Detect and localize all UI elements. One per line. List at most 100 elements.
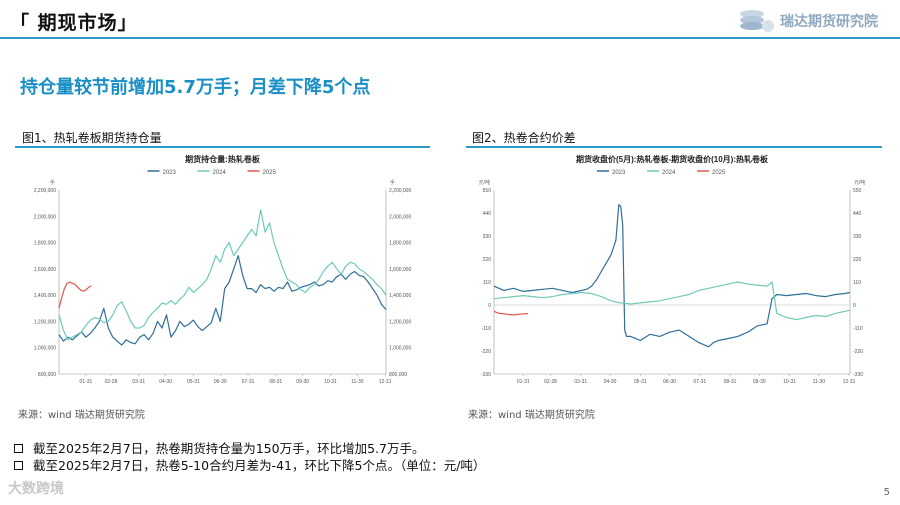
header-divider (0, 37, 900, 39)
legend-label: 2025 (263, 170, 277, 176)
logo-text: 瑞达期货研究院 (780, 14, 878, 30)
figure-2-source: 来源：wind 瑞达期货研究院 (468, 410, 595, 421)
y-tick-label-left: 1,000,000 (34, 346, 56, 352)
y-tick-label-left: 1,800,000 (34, 241, 56, 247)
y-tick-label-left: 1,600,000 (34, 267, 56, 273)
chart-open-interest: 期货持仓量:热轧卷板 2023 2024 2025 手 手 800,000 800,000 1,… (34, 154, 412, 385)
bullet-item: 截至2025年2月7日，热卷期货持仓量为150万手，环比增加5.7万手。 (14, 440, 485, 457)
y-tick-label-right: -110 (853, 326, 863, 332)
y-tick-label-left: -220 (481, 349, 491, 355)
y-tick-label-left: 110 (483, 280, 491, 286)
y-tick-label-left: 2,200,000 (34, 188, 56, 194)
company-logo: 瑞达期货研究院 (730, 6, 895, 36)
x-tick-label: 12-31 (843, 379, 856, 385)
summary-bullets: 截至2025年2月7日，热卷期货持仓量为150万手，环比增加5.7万手。 截至2… (14, 440, 485, 474)
x-tick-label: 04-30 (604, 379, 617, 385)
legend-label: 2023 (163, 170, 177, 176)
y-tick-label-left: 2,000,000 (34, 214, 56, 220)
x-tick-label: 08-31 (269, 379, 282, 385)
y-tick-label-right: 800,000 (389, 372, 407, 378)
figure-1-divider (15, 146, 430, 148)
y-tick-label-left: 1,200,000 (34, 319, 56, 325)
y-tick-label-right: 1,800,000 (389, 241, 411, 247)
y-tick-label-left: 1,400,000 (34, 293, 56, 299)
series-line-2025 (58, 281, 92, 309)
watermark: 大数跨境 (8, 481, 64, 497)
x-tick-label: 06-30 (214, 379, 227, 385)
y-axis-unit-left: 元/吨 (479, 179, 490, 186)
bullet-item: 截至2025年2月7日，热卷5-10合约月差为-41，环比下降5个点。（单位：元… (14, 457, 485, 474)
y-tick-label-right: 220 (853, 257, 862, 263)
x-tick-label: 06-30 (663, 379, 676, 385)
y-tick-label-right: 2,200,000 (389, 188, 411, 194)
logo-icon (740, 10, 774, 32)
x-tick-label: 07-31 (242, 379, 255, 385)
bullet-text: 截至2025年2月7日，热卷期货持仓量为150万手，环比增加5.7万手。 (33, 441, 425, 456)
bullet-text: 截至2025年2月7日，热卷5-10合约月差为-41，环比下降5个点。（单位：元… (33, 458, 486, 473)
page-title: 「 期现市场」 (10, 12, 138, 34)
chart-spread: 期货收盘价(5月):热轧卷板-期货收盘价(10月):热轧卷板 2023 2024 20… (479, 154, 866, 385)
y-tick-label-right: 110 (853, 280, 861, 286)
x-tick-label: 03-31 (574, 379, 587, 385)
x-tick-label: 05-31 (634, 379, 647, 385)
series-line-2025 (493, 310, 529, 316)
y-tick-label-left: -330 (481, 372, 491, 378)
y-axis-unit-left: 手 (50, 179, 55, 186)
page-number: 5 (883, 487, 890, 498)
legend-label: 2024 (213, 170, 227, 176)
y-tick-label-right: 440 (853, 211, 862, 217)
x-tick-label: 10-31 (783, 379, 796, 385)
x-tick-label: 11-30 (813, 379, 826, 385)
chart-title: 期货持仓量:热轧卷板 (185, 154, 261, 164)
figure-2-label: 图2、热卷合约价差 (472, 131, 576, 145)
y-tick-label-left: 330 (483, 234, 492, 240)
legend-label: 2024 (662, 170, 676, 176)
x-tick-label: 09-30 (753, 379, 766, 385)
figure-1-label: 图1、热轧卷板期货持仓量 (22, 131, 162, 145)
y-axis-unit-right: 元/吨 (854, 179, 865, 186)
x-tick-label: 03-31 (132, 379, 145, 385)
checkbox-square-icon (14, 461, 23, 470)
y-tick-label-right: 1,200,000 (389, 319, 411, 325)
x-tick-label: 02-28 (544, 379, 557, 385)
y-tick-label-left: 220 (483, 257, 492, 263)
y-tick-label-right: 550 (853, 188, 862, 194)
checkbox-square-icon (14, 444, 23, 453)
figure-1-chart: 期货持仓量:热轧卷板 2023 2024 2025 手 手 800,000 800,000 1,… (15, 148, 430, 386)
x-tick-label: 10-31 (324, 379, 337, 385)
x-tick-label: 01-31 (517, 379, 530, 385)
y-tick-label-left: 0 (488, 303, 491, 309)
slide-subtitle: 持仓量较节前增加5.7万手；月差下降5个点 (20, 77, 371, 98)
y-tick-label-left: 550 (483, 188, 492, 194)
x-tick-label: 04-30 (159, 379, 172, 385)
y-tick-label-right: -220 (853, 349, 863, 355)
y-tick-label-right: 2,000,000 (389, 214, 411, 220)
y-tick-label-right: 1,600,000 (389, 267, 411, 273)
x-tick-label: 02-28 (105, 379, 118, 385)
series-line-2024 (58, 209, 387, 341)
legend-label: 2023 (612, 170, 626, 176)
y-axis-unit-right: 手 (390, 179, 395, 186)
figure-2-chart: 期货收盘价(5月):热轧卷板-期货收盘价(10月):热轧卷板 2023 2024 20… (466, 148, 882, 386)
series-line-2023 (58, 255, 387, 346)
x-tick-label: 09-30 (296, 379, 309, 385)
series-line-2023 (493, 203, 851, 348)
figure-1-source: 来源：wind 瑞达期货研究院 (18, 410, 145, 421)
legend-label: 2025 (712, 170, 726, 176)
x-tick-label: 05-31 (187, 379, 200, 385)
y-tick-label-right: 1,400,000 (389, 293, 411, 299)
y-tick-label-left: -110 (481, 326, 491, 332)
x-tick-label: 11-30 (351, 379, 364, 385)
y-tick-label-right: 330 (853, 234, 862, 240)
series-line-2024 (493, 281, 851, 321)
x-tick-label: 01-31 (79, 379, 92, 385)
chart-title: 期货收盘价(5月):热轧卷板-期货收盘价(10月):热轧卷板 (576, 154, 769, 164)
y-tick-label-left: 440 (483, 211, 492, 217)
figure-2-divider (466, 146, 882, 148)
y-tick-label-right: -330 (853, 372, 863, 378)
x-tick-label: 12-31 (379, 379, 392, 385)
x-tick-label: 07-31 (693, 379, 706, 385)
y-tick-label-left: 800,000 (38, 372, 56, 378)
y-tick-label-right: 0 (853, 303, 856, 309)
y-tick-label-right: 1,000,000 (389, 346, 411, 352)
